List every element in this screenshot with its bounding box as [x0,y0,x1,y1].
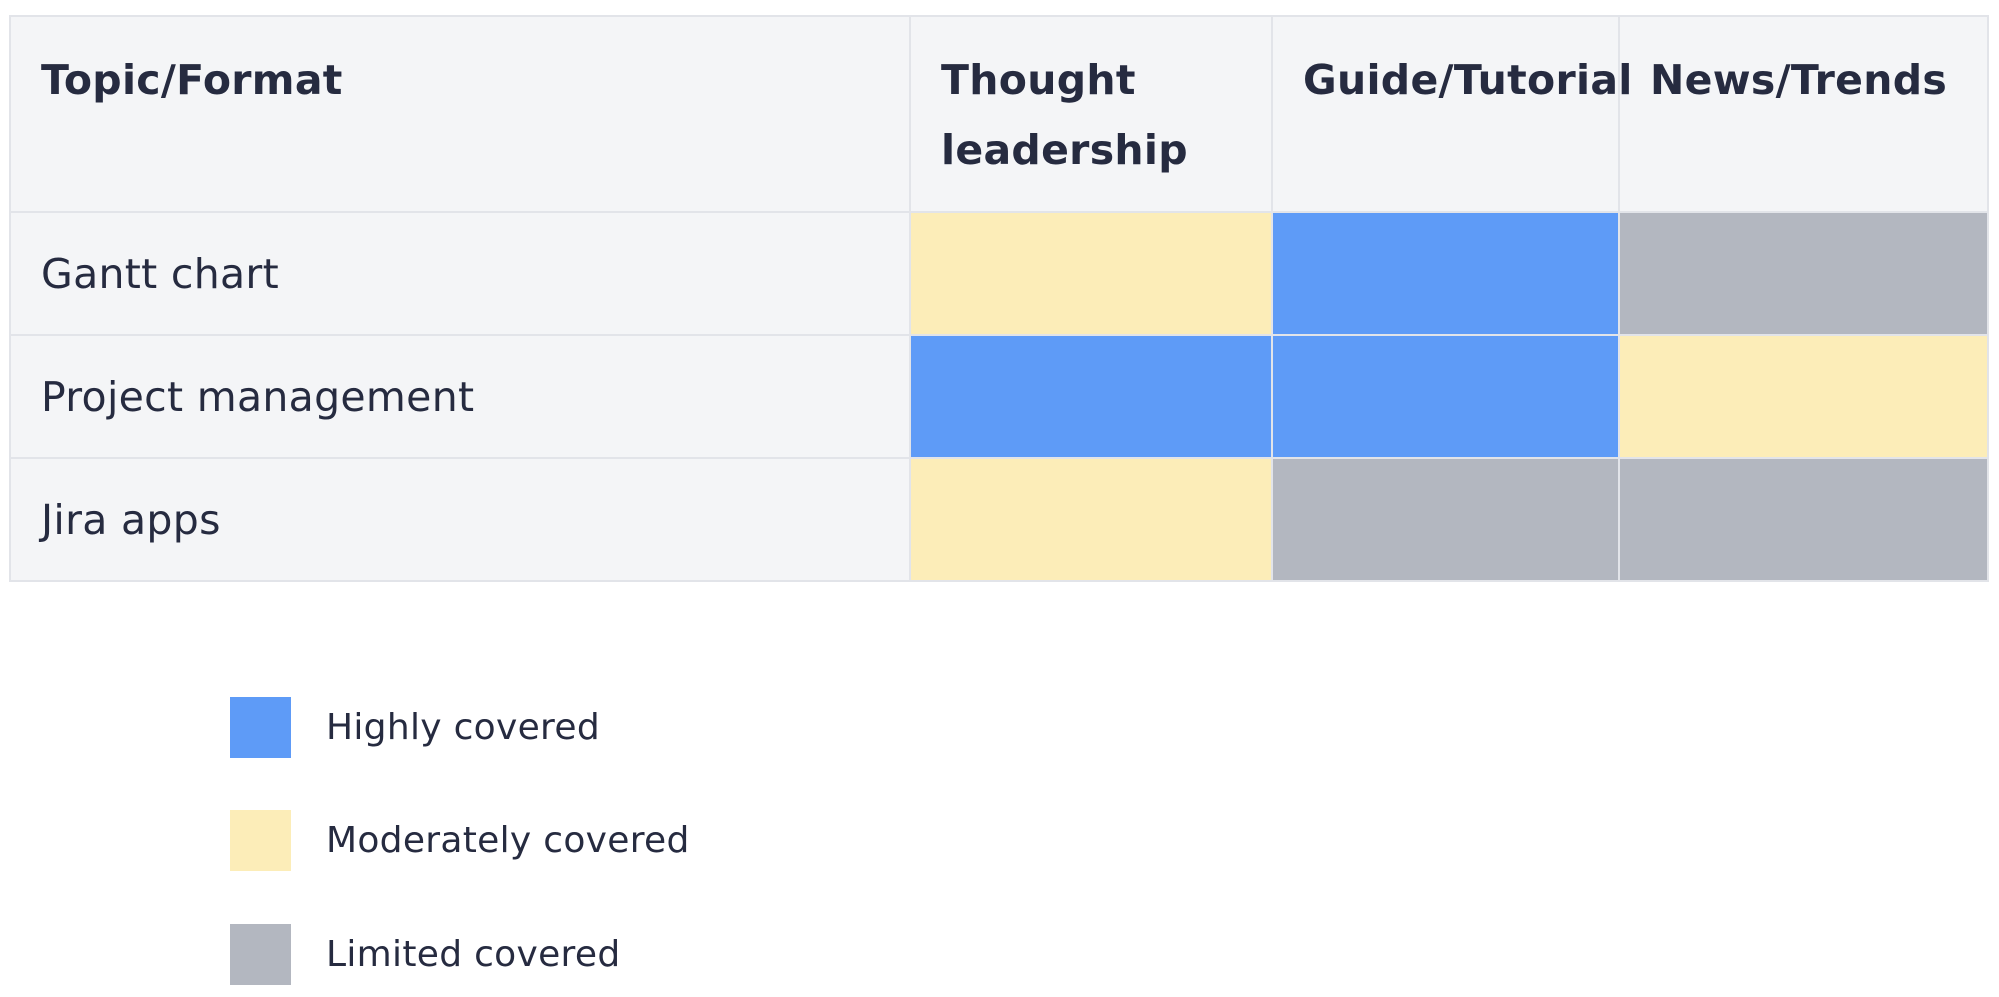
column-header-guide-tutorial: Guide/Tutorial [1271,15,1632,213]
corner-header: Topic/Format [9,15,911,213]
column-header-news-trends: News/Trends [1618,15,1989,213]
heatmap-cell [1271,334,1620,459]
heatmap-cell [1618,457,1989,582]
legend-label: Highly covered [326,707,600,748]
heatmap-cell [909,334,1273,459]
row-label-jira-apps: Jira apps [9,457,911,582]
row-label-project-management: Project management [9,334,911,459]
legend-item-limited-covered: Limited covered [230,924,620,985]
column-header-thought-leadership: Thought leadership [909,15,1273,213]
legend-label: Moderately covered [326,820,690,861]
coverage-matrix: Topic/Format Thought leadership Guide/Tu… [9,15,1989,582]
legend-item-moderately-covered: Moderately covered [230,810,690,871]
table-row: Project management [9,334,1989,459]
legend-swatch-highly [230,697,291,758]
legend-swatch-limited [230,924,291,985]
heatmap-cell [909,457,1273,582]
table-row: Gantt chart [9,211,1989,336]
header-row: Topic/Format Thought leadership Guide/Tu… [9,15,1989,213]
heatmap-cell [1271,457,1620,582]
legend-label: Limited covered [326,934,621,975]
heatmap-cell [1271,211,1620,336]
legend-item-highly-covered: Highly covered [230,697,600,758]
heatmap-cell [1618,334,1989,459]
heatmap-cell [909,211,1273,336]
row-label-gantt-chart: Gantt chart [9,211,911,336]
legend-swatch-moderately [230,810,291,871]
table-row: Jira apps [9,457,1989,582]
heatmap-cell [1618,211,1989,336]
